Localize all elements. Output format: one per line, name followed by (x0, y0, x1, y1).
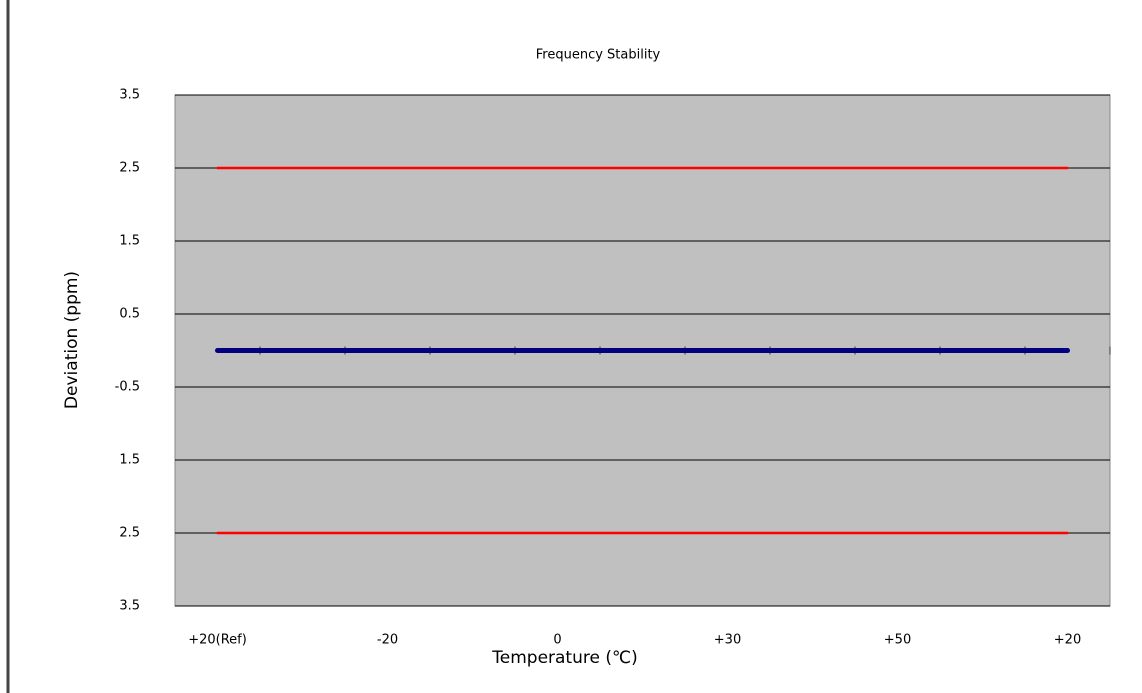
chart-title: Frequency Stability (536, 48, 661, 63)
x-tick-label: +20 (1054, 633, 1081, 648)
y-tick-label: 2.5 (119, 526, 140, 541)
y-tick-label: -0.5 (115, 380, 140, 395)
y-tick-label: 1.5 (119, 453, 140, 468)
x-tick-label: +50 (884, 633, 911, 648)
y-tick-label: 3.5 (119, 88, 140, 103)
y-tick-label: 1.5 (119, 234, 140, 249)
x-tick-label: +20(Ref) (188, 633, 247, 648)
x-axis-title: Temperature (℃) (491, 648, 637, 668)
y-tick-label: 3.5 (119, 599, 140, 614)
x-tick-label: +30 (714, 633, 741, 648)
x-tick-label: 0 (553, 633, 561, 648)
x-tick-label: -20 (377, 633, 398, 648)
y-axis-title: Deviation (ppm) (62, 271, 82, 409)
y-tick-label: 2.5 (119, 161, 140, 176)
y-tick-label: 0.5 (119, 307, 140, 322)
